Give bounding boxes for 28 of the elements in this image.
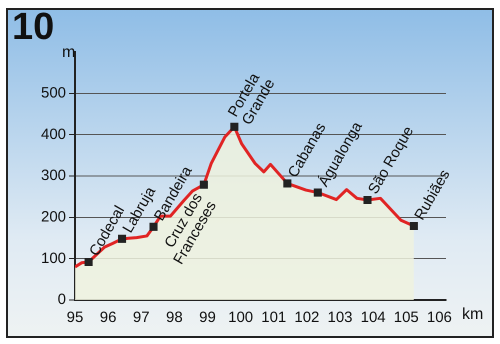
point bbox=[314, 188, 322, 197]
x-tick-label: 105 bbox=[394, 309, 419, 326]
x-tick-label: 102 bbox=[294, 309, 320, 326]
x-tick-label: 104 bbox=[360, 309, 386, 326]
point bbox=[410, 222, 418, 230]
chart-title: 10 bbox=[12, 6, 54, 49]
point bbox=[283, 179, 292, 188]
y-tick-label: 0 bbox=[58, 291, 66, 308]
y-tick-label: 400 bbox=[40, 126, 66, 143]
y-tick-label: 100 bbox=[40, 250, 66, 267]
x-tick-label: 96 bbox=[100, 309, 116, 326]
x-tick-label: 100 bbox=[228, 309, 254, 326]
x-tick-label: 97 bbox=[132, 309, 150, 326]
x-tick-label: 106 bbox=[426, 309, 452, 326]
y-tick-label: 300 bbox=[40, 167, 66, 184]
y-tick-label: 200 bbox=[40, 208, 66, 226]
x-tick-label: 98 bbox=[166, 309, 183, 326]
point bbox=[230, 122, 238, 131]
x-tick-label: 101 bbox=[261, 309, 286, 326]
y-tick-label: 500 bbox=[40, 84, 66, 102]
x-axis-title: km bbox=[462, 306, 484, 324]
x-tick-label: 99 bbox=[199, 309, 216, 326]
y-axis-title: m bbox=[62, 44, 76, 62]
point bbox=[363, 196, 372, 204]
x-tick-label: 103 bbox=[327, 309, 353, 326]
point bbox=[200, 180, 208, 189]
point bbox=[84, 258, 93, 266]
x-tick-label: 95 bbox=[66, 309, 84, 326]
